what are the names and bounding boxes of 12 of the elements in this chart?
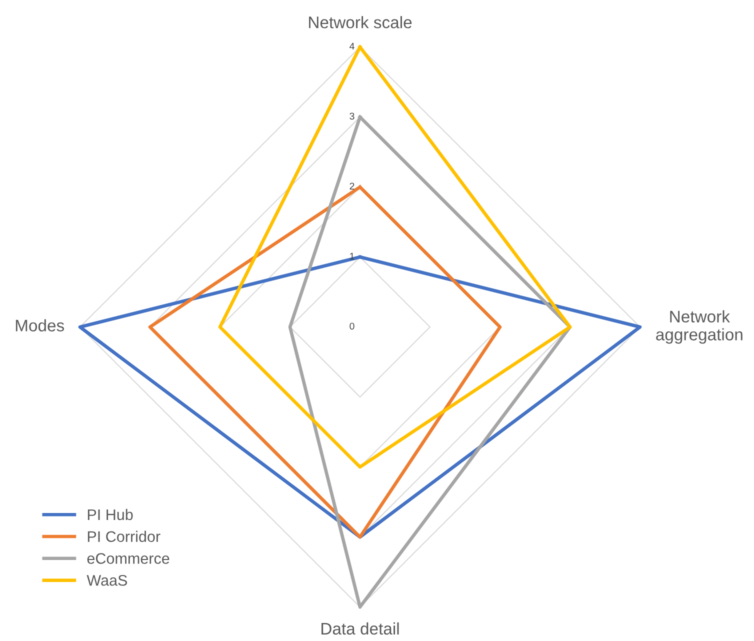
y-tick-label: 3 (350, 112, 354, 120)
legend-label: eCommerce (87, 553, 170, 564)
y-tick-label: 0 (350, 322, 354, 330)
legend-label: WaaS (86, 574, 128, 586)
legend-label: PI Hub (88, 508, 133, 520)
legend-label: PI Corridor (88, 530, 160, 542)
spoke-label: Network scale (309, 16, 412, 28)
y-tick-label: 2 (350, 182, 354, 190)
y-tick-label: 4 (350, 42, 354, 50)
spoke-label: Modes (16, 319, 64, 332)
spoke-label: Data detail (322, 622, 399, 635)
spoke-label: Network aggregation (656, 310, 742, 344)
